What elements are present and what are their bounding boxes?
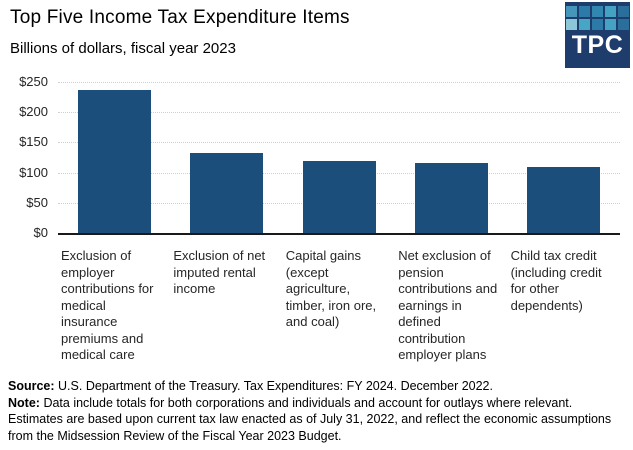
logo-square-icon bbox=[618, 6, 629, 17]
page-subtitle: Billions of dollars, fiscal year 2023 bbox=[10, 40, 236, 57]
gridline bbox=[58, 142, 620, 144]
source-text: U.S. Department of the Treasury. Tax Exp… bbox=[58, 379, 493, 393]
source-line: Source: U.S. Department of the Treasury.… bbox=[8, 378, 630, 395]
bar bbox=[190, 153, 264, 233]
logo-square-icon bbox=[566, 6, 577, 17]
source-label: Source: bbox=[8, 379, 55, 393]
category-label: Capital gains (except agriculture, timbe… bbox=[285, 248, 377, 329]
bar bbox=[77, 89, 151, 233]
y-axis-tick-label: $200 bbox=[19, 104, 48, 120]
bar bbox=[414, 162, 488, 233]
logo-square-icon bbox=[579, 19, 590, 30]
y-axis-tick-label: $100 bbox=[19, 164, 48, 180]
logo-square-icon bbox=[592, 6, 603, 17]
y-axis-tick-label: $0 bbox=[33, 225, 48, 240]
bar bbox=[527, 167, 601, 233]
category-label: Exclusion of net imputed rental income bbox=[173, 248, 266, 296]
page-title: Top Five Income Tax Expenditure Items bbox=[10, 7, 350, 28]
logo-square-icon bbox=[579, 6, 590, 17]
logo-square-icon bbox=[605, 6, 616, 17]
category-label: Child tax credit (including credit for o… bbox=[510, 248, 602, 313]
y-axis-tick-label: $150 bbox=[19, 134, 48, 150]
tpc-logo-grid-icon bbox=[566, 6, 629, 30]
note-label: Note: bbox=[8, 395, 40, 410]
bar bbox=[302, 161, 376, 233]
tpc-logo-text: TPC bbox=[571, 31, 624, 59]
note-line: Note: Data include totals for both corpo… bbox=[8, 395, 630, 445]
note-text: Data include totals for both corporation… bbox=[8, 395, 612, 443]
footer-notes: Source: U.S. Department of the Treasury.… bbox=[8, 378, 630, 444]
bar-chart: $0 $50 $100 $150 $200 $250 Exclusion of employ… bbox=[0, 70, 633, 378]
tpc-logo: TPC bbox=[565, 2, 630, 68]
logo-square-icon bbox=[592, 19, 603, 30]
logo-square-icon bbox=[618, 19, 629, 30]
y-axis-tick-label: $50 bbox=[26, 194, 48, 210]
x-axis-line bbox=[58, 233, 620, 235]
category-label: Exclusion of employer contributions for … bbox=[61, 248, 154, 362]
logo-square-icon bbox=[566, 19, 577, 30]
gridline bbox=[58, 82, 620, 83]
y-axis-tick-label: $250 bbox=[19, 74, 48, 89]
gridline bbox=[58, 112, 620, 114]
logo-square-icon bbox=[605, 19, 616, 30]
category-label: Net exclusion of pension contributions a… bbox=[398, 248, 498, 362]
